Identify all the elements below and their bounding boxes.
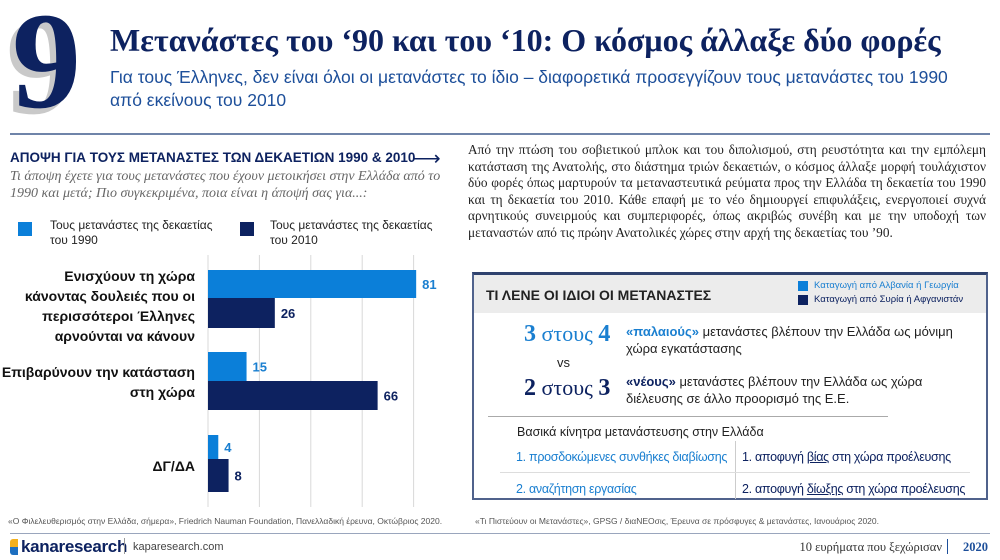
motive-text: στη χώρα προέλευσης [828,450,951,464]
arrow-right-icon: ⟶ [412,148,441,170]
chart-source: «Ο Φιλελευθερισμός στην Ελλάδα, σήμερα»,… [8,516,443,526]
motive-1990: 2. αναζήτηση εργασίας [516,482,637,496]
box-source: «Τι Πιστεύουν οι Μετανάστες», GPSG / δια… [475,516,879,526]
motive-text: 2. αποφυγή [742,482,807,496]
legend-label-1990: Τους μετανάστες της δεκαετίας του 1990 [50,218,213,247]
data-label: 15 [253,360,267,375]
bar-2010 [208,459,229,492]
stat-mid: στους [536,375,599,400]
stat-new-text: «νέους» μετανάστες βλέπουν την Ελλάδα ως… [626,373,966,407]
vs-label: vs [557,355,570,370]
stat-numerator: 2 [524,375,536,401]
stat-mid: στους [536,321,599,346]
box-divider [488,416,888,417]
footer-tagline: 10 ευρήματα που ξεχώρισαν [799,540,942,554]
stat-denominator: 4 [598,321,611,347]
motives-title: Βασικά κίνητρα μετανάστευσης στην Ελλάδα [517,425,764,439]
bar-1990 [208,270,417,298]
stat-text: μετανάστες βλέπουν την Ελλάδα ως χώρα δι… [626,374,923,406]
motives-row-divider [500,472,970,473]
motive-keyword: βίας [806,450,829,464]
footer-divider [10,533,990,534]
motive-2010: 1. αποφυγή βίας στη χώρα προέλευσης [742,450,951,464]
legend-swatch-syria [798,295,808,305]
legend-swatch-albania [798,281,808,291]
box-title: ΤΙ ΛΕΝΕ ΟΙ ΙΔΙΟΙ ΟΙ ΜΕΤΑΝΑΣΤΕΣ [486,287,712,303]
data-label: 8 [235,469,242,484]
stat-text: μετανάστες βλέπουν την Ελλάδα ως μόνιμη … [626,324,953,356]
motive-text: 1. αποφυγή [742,450,807,464]
footer-year: 2020 [963,540,988,554]
page-title: Μετανάστες του ‘90 και του ‘10: Ο κόσμος… [110,22,941,58]
motive-2010: 2. αποφυγή δίωξης στη χώρα προέλευσης [742,482,965,496]
bar-1990 [208,352,247,381]
chart-section-title: ΑΠΟΨΗ ΓΙΑ ΤΟΥΣ ΜΕΤΑΝΑΣΤΕΣ ΤΩΝ ΔΕΚΑΕΤΙΩΝ … [10,150,416,165]
footer-sep [947,539,948,554]
migrants-box: ΤΙ ΛΕΝΕ ΟΙ ΙΔΙΟΙ ΟΙ ΜΕΤΑΝΑΣΤΕΣ Καταγωγή … [472,272,988,500]
motive-1990: 1. προσδοκώμενες συνθήκες διαβίωσης [516,450,728,464]
keyword-old: «παλαιούς» [626,324,699,339]
legend-label-syria: Καταγωγή από Συρία ή Αφγανιστάν [814,294,964,305]
bar-1990 [208,435,219,459]
category-label: Ενισχύουν τη χώρα κάνοντας δουλειές που … [24,268,195,344]
legend-label-2010: Τους μετανάστες της δεκαετίας του 2010 [270,218,433,247]
bar-2010 [208,381,378,410]
survey-question: Τι άποψη έχετε για τους μετανάστες που έ… [10,169,441,201]
footer-sep [124,538,125,554]
legend-swatch-2010 [240,222,254,236]
motive-keyword: δίωξης [806,482,844,496]
kana-logo-icon [10,539,18,555]
intro-paragraph: Από την πτώση του σοβιετικού μπλοκ και τ… [468,142,986,240]
kana-logo: kanaresearch [21,537,128,556]
motives-col-divider [735,441,736,499]
page-subtitle: Για τους Έλληνες, δεν είναι όλοι οι μετα… [110,67,948,110]
data-label: 66 [384,389,398,404]
footer-site-link[interactable]: kaparesearch.com [133,541,224,553]
section-number: 9 [12,0,81,137]
legend-swatch-1990 [18,222,32,236]
stat-numerator: 3 [524,321,536,347]
category-label: ΔΓ/ΔΑ [152,458,195,474]
data-label: 26 [281,306,295,321]
data-label: 81 [422,277,436,292]
stat-new-migrants: 2 στους 3 [524,375,610,402]
category-label: Επιβαρύνουν την κατάσταση στη χώρα [1,364,195,400]
bar-chart: 81 26 15 66 48 [207,255,437,507]
data-label: 4 [224,440,232,455]
legend-label-albania: Καταγωγή από Αλβανία ή Γεωργία [814,280,959,291]
header-divider [10,133,990,135]
stat-denominator: 3 [598,375,611,401]
motive-text: στη χώρα προέλευσης [843,482,966,496]
stat-old-text: «παλαιούς» μετανάστες βλέπουν την Ελλάδα… [626,323,966,357]
bar-2010 [208,298,275,328]
box-header: ΤΙ ΛΕΝΕ ΟΙ ΙΔΙΟΙ ΟΙ ΜΕΤΑΝΑΣΤΕΣ Καταγωγή … [474,275,986,313]
stat-old-migrants: 3 στους 4 [524,321,610,348]
keyword-new: «νέους» [626,374,676,389]
